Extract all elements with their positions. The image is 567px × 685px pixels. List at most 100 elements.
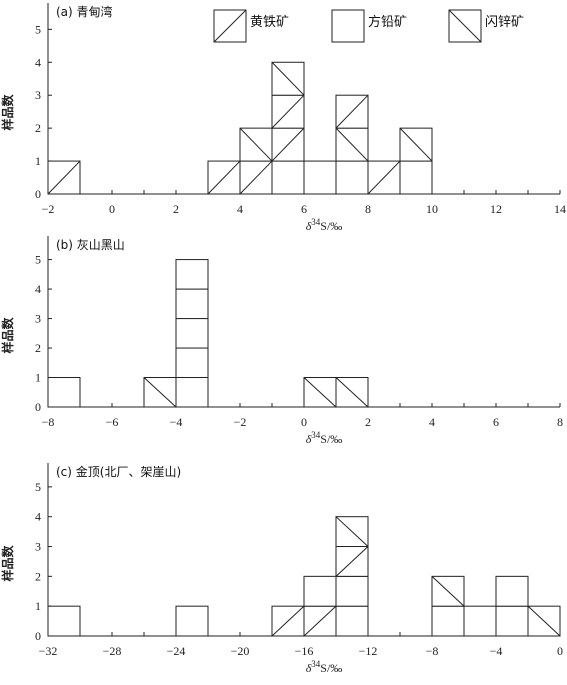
x-tick-label: −2 — [234, 415, 247, 429]
legend-item: 闪锌矿 — [448, 9, 524, 43]
y-tick-label: 5 — [35, 480, 41, 494]
legend-label: 黄铁矿 — [250, 15, 289, 30]
x-tick-label: 4 — [429, 415, 435, 429]
y-tick-label: 2 — [35, 121, 41, 135]
bar-cell — [399, 127, 433, 162]
bar-cell — [175, 605, 209, 637]
x-tick-label: −20 — [231, 644, 250, 658]
bar-cell — [495, 605, 529, 637]
bar-cell — [143, 377, 177, 408]
bar-cell — [175, 288, 209, 320]
bar-cell — [47, 377, 81, 408]
legend: 黄铁矿 方铅矿 闪锌矿 — [213, 9, 524, 43]
y-tick-label: 1 — [35, 599, 41, 613]
x-tick-label: −8 — [426, 644, 439, 658]
x-axis-label: δ34S/‰ — [306, 659, 343, 675]
y-axis-label: 样品数 — [0, 317, 15, 354]
x-tick-label: 10 — [426, 202, 438, 216]
y-tick-label: 1 — [35, 371, 41, 385]
x-axis-label: δ34S/‰ — [306, 217, 343, 233]
bar-cell — [335, 516, 369, 548]
y-axis-label: 样品数 — [0, 94, 15, 131]
legend-label: 方铅矿 — [368, 14, 407, 30]
x-tick-label: 8 — [365, 202, 371, 216]
legend-item: 黄铁矿 — [213, 9, 289, 43]
x-tick-label: −8 — [42, 415, 55, 429]
bar-cell — [207, 160, 241, 195]
bar-cell — [271, 61, 305, 96]
y-tick-label: 3 — [35, 88, 41, 102]
bar-cell — [175, 347, 209, 379]
bar-cell — [399, 160, 433, 195]
y-tick-label: 2 — [35, 569, 41, 583]
y-tick-label: 4 — [35, 282, 41, 296]
x-tick-label: 12 — [490, 202, 502, 216]
bar-cell — [335, 127, 369, 162]
x-tick-label: 2 — [365, 415, 371, 429]
legend-swatch — [331, 9, 365, 43]
bar-cell — [335, 605, 369, 637]
bar-cell — [175, 318, 209, 349]
x-tick-label: −6 — [106, 415, 119, 429]
bar-cell — [239, 127, 273, 162]
x-tick-label: −16 — [295, 644, 314, 658]
bar-cell — [335, 160, 369, 195]
bar-cell — [175, 259, 209, 290]
bar-cell — [175, 377, 209, 408]
panel-title: (a) 青甸湾 — [56, 4, 113, 19]
bar-cell — [431, 575, 465, 607]
bar-cell — [271, 127, 305, 162]
bar-cell — [271, 94, 305, 129]
bar-cell — [303, 575, 337, 607]
y-tick-label: 5 — [35, 253, 41, 267]
x-tick-label: −28 — [103, 644, 122, 658]
x-tick-label: −24 — [167, 644, 186, 658]
bar-cell — [335, 94, 369, 129]
bar-cell — [367, 160, 401, 195]
bar-cell — [47, 160, 81, 195]
panel-title: (b) 灰山黑山 — [56, 238, 125, 252]
panel-title: (c) 金顶(北厂、架崖山) — [56, 464, 181, 479]
bar-cell — [271, 160, 305, 195]
bar-cell — [47, 605, 81, 637]
y-tick-label: 3 — [35, 540, 41, 554]
bar-cell — [495, 575, 529, 607]
y-tick-label: 2 — [35, 341, 41, 355]
x-tick-label: −4 — [170, 415, 183, 429]
x-tick-label: −32 — [39, 644, 58, 658]
x-tick-label: 0 — [557, 644, 563, 658]
y-tick-label: 4 — [35, 55, 41, 69]
x-tick-label: 14 — [554, 202, 566, 216]
bar-cell — [303, 160, 337, 195]
bar-cell — [303, 377, 337, 408]
x-tick-label: −4 — [490, 644, 503, 658]
legend-item: 方铅矿 — [331, 9, 407, 43]
bar-cell — [463, 605, 497, 637]
bar-cell — [271, 605, 305, 637]
bar-cell — [239, 160, 273, 195]
y-tick-label: 5 — [35, 22, 41, 36]
x-tick-label: 4 — [237, 202, 243, 216]
x-tick-label: −12 — [359, 644, 378, 658]
y-tick-label: 4 — [35, 510, 41, 524]
x-tick-label: 8 — [557, 415, 563, 429]
y-axis-label: 样品数 — [0, 545, 15, 582]
y-tick-label: 0 — [35, 629, 41, 643]
x-axis-label: δ34S/‰ — [306, 430, 343, 446]
bar-cell — [527, 605, 561, 637]
x-tick-label: 6 — [301, 202, 307, 216]
x-tick-label: −2 — [42, 202, 55, 216]
panel-2: 0 1 2 3 4 5 −32 −28 −24 −20 −16 −12 −8 −4 0 样品数 δ34S/‰ (c… — [0, 463, 563, 675]
bar-cell — [335, 575, 369, 607]
x-tick-label: 2 — [173, 202, 179, 216]
y-tick-label: 3 — [35, 312, 41, 326]
y-tick-label: 1 — [35, 154, 41, 168]
x-tick-label: 6 — [493, 415, 499, 429]
legend-label: 闪锌矿 — [485, 15, 524, 30]
bar-cell — [303, 605, 337, 637]
bar-cell — [431, 605, 465, 637]
y-tick-label: 0 — [35, 400, 41, 414]
bar-cell — [335, 546, 369, 577]
